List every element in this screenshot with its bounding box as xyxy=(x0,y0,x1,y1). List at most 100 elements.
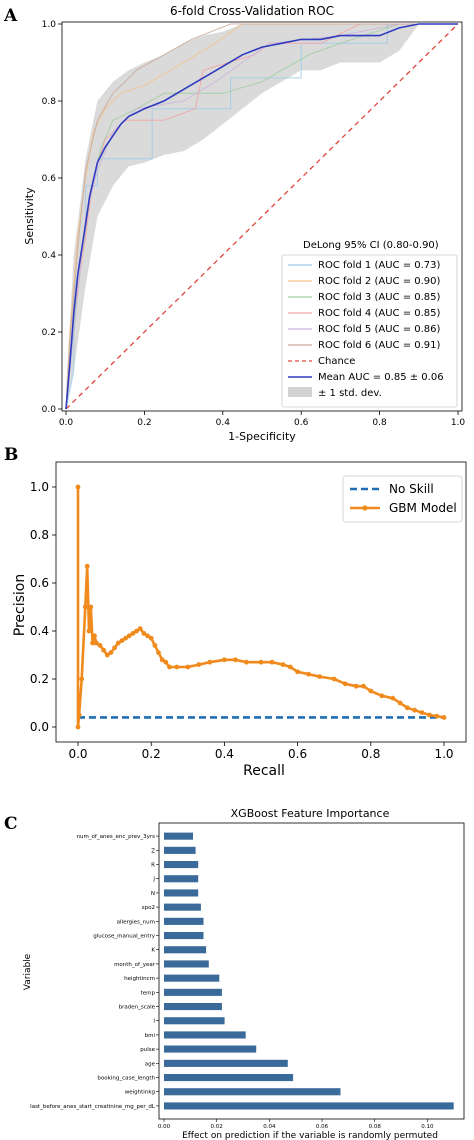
pr-legend-marker-gbm xyxy=(362,505,368,511)
pr-gbm-point xyxy=(196,662,202,667)
pr-x-tick-label: 0.0 xyxy=(68,747,87,761)
pr-gbm-point xyxy=(141,631,147,636)
pr-y-tick-label: 0.4 xyxy=(30,624,49,638)
fi-category-labels: last_before_anes_start_creatinine_mg_per… xyxy=(30,834,159,1110)
pr-x-tick-label: 0.2 xyxy=(142,747,161,761)
fi-category-label: last_before_anes_start_creatinine_mg_per… xyxy=(30,1104,156,1110)
pr-gbm-point xyxy=(75,484,81,490)
fi-bar xyxy=(164,832,193,840)
pr-gbm-point xyxy=(163,659,169,665)
pr-gbm-point xyxy=(342,681,348,687)
fi-category-label: Z xyxy=(151,848,155,854)
panel-letter-a: A xyxy=(3,6,18,26)
fi-bar xyxy=(164,988,222,996)
pr-gbm-point xyxy=(75,724,81,730)
pr-gbm-point xyxy=(93,640,99,646)
roc-legend-swatch-band xyxy=(288,387,312,397)
pr-gbm-point xyxy=(137,626,143,631)
roc-y-tick-label: 1.0 xyxy=(42,20,57,30)
pr-gbm-point xyxy=(441,715,447,720)
pr-gbm-point xyxy=(295,669,300,675)
fi-bar xyxy=(164,875,199,883)
pr-y-tick-label: 0.2 xyxy=(30,672,49,686)
pr-gbm-point xyxy=(185,664,191,670)
pr-gbm-point xyxy=(412,707,418,713)
fi-bar xyxy=(164,932,204,940)
pr-x-tick-label: 0.8 xyxy=(361,747,380,761)
fi-bars xyxy=(164,832,454,1110)
fi-category-label: weightinkg xyxy=(125,1090,155,1096)
roc-x-axis-label: 1-Specificity xyxy=(228,430,296,443)
pr-gbm-point xyxy=(92,633,97,639)
fi-category-label: J xyxy=(152,877,155,883)
fi-x-tick-label: 0.06 xyxy=(316,1124,329,1130)
pr-gbm-point xyxy=(123,635,128,641)
pr-gbm-point xyxy=(331,676,337,682)
pr-gbm-point xyxy=(130,631,136,636)
pr-y-ticks: 0.0 0.2 0.4 0.6 0.8 1.0 xyxy=(30,480,56,734)
fi-bar xyxy=(164,1045,257,1053)
pr-gbm-point xyxy=(405,705,410,711)
pr-gbm-point xyxy=(86,628,92,634)
roc-series-4 xyxy=(65,23,458,410)
fi-chart-title: XGBoost Feature Importance xyxy=(231,807,390,820)
roc-x-tick-label: 1.0 xyxy=(451,418,466,428)
pr-gbm-point xyxy=(104,652,110,658)
fi-x-ticks: 0.00 0.02 0.04 0.06 0.08 0.10 xyxy=(158,1119,434,1130)
fi-x-tick-label: 0.02 xyxy=(211,1124,223,1130)
fi-bar xyxy=(164,861,199,869)
fi-bar xyxy=(164,1102,454,1110)
pr-x-axis-label: Recall xyxy=(243,763,285,779)
pr-gbm-point xyxy=(90,640,95,646)
pr-gbm-point xyxy=(97,643,103,648)
pr-y-tick-label: 0.0 xyxy=(30,720,49,734)
fi-bar xyxy=(164,1088,341,1096)
pr-gbm-point xyxy=(174,664,180,670)
pr-y-axis-label: Precision xyxy=(12,574,28,636)
pr-gbm-point xyxy=(207,659,213,665)
pr-y-tick-label: 1.0 xyxy=(30,480,49,494)
pr-legend-label-gbm: GBM Model xyxy=(389,501,457,515)
pr-gbm-point xyxy=(390,695,396,701)
panel-letter-b: B xyxy=(4,445,18,465)
pr-gbm-point xyxy=(76,712,82,718)
pr-gbm-point xyxy=(379,693,385,699)
fi-bar xyxy=(164,846,196,854)
fi-bar xyxy=(164,903,201,911)
pr-x-tick-label: 0.6 xyxy=(288,747,307,761)
pr-legend-label-no-skill: No Skill xyxy=(389,482,434,496)
fi-bar xyxy=(164,974,220,982)
roc-y-tick-label: 0.2 xyxy=(42,328,56,338)
fi-category-label: num_of_anes_enc_prev_3yrs xyxy=(76,834,155,840)
fi-category-label: allergies_num xyxy=(117,919,155,925)
fi-bar xyxy=(164,960,209,968)
roc-series-group xyxy=(65,23,459,410)
pr-gbm-point xyxy=(287,664,293,670)
pr-gbm-point xyxy=(126,633,132,639)
roc-x-tick-label: 0.4 xyxy=(216,418,231,428)
pr-legend-box xyxy=(342,475,463,523)
fi-category-label: temp xyxy=(141,990,156,996)
fi-x-tick-label: 0.00 xyxy=(158,1124,171,1130)
roc-series-8 xyxy=(65,23,458,410)
pr-gbm-point xyxy=(269,659,275,665)
pr-gbm-point xyxy=(159,657,165,663)
pr-gbm-point xyxy=(145,633,150,639)
pr-legend: No Skill GBM Model xyxy=(342,475,463,523)
roc-series-7 xyxy=(65,23,459,410)
fi-bar xyxy=(164,917,204,925)
roc-chart-title: 6-fold Cross-Validation ROC xyxy=(170,4,334,18)
fi-bar xyxy=(164,946,207,954)
roc-legend-label-band: ± 1 std. dev. xyxy=(318,388,382,399)
roc-y-ticks: 0.0 0.2 0.4 0.6 0.8 1.0 xyxy=(42,20,62,415)
pr-gbm-point xyxy=(434,713,440,719)
roc-y-tick-label: 0.6 xyxy=(42,174,57,184)
pr-gbm-point xyxy=(368,688,374,694)
pr-gbm-point xyxy=(79,676,85,682)
fi-category-label: K xyxy=(151,948,155,954)
pr-x-tick-label: 0.4 xyxy=(215,747,234,761)
pr-gbm-point xyxy=(397,700,403,706)
roc-y-tick-label: 0.0 xyxy=(42,405,57,415)
pr-gbm-point xyxy=(101,647,106,653)
pr-series-gbm xyxy=(76,487,445,729)
